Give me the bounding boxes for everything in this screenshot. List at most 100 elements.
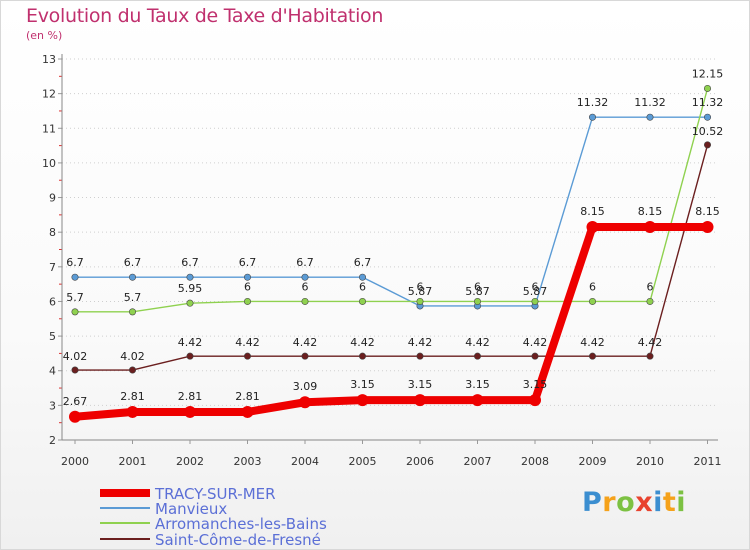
series-point-1 <box>358 273 366 281</box>
y-tick-label: 6 <box>49 295 56 308</box>
y-tick-label: 8 <box>49 226 56 239</box>
y-tick-label: 9 <box>49 192 56 205</box>
series-point-0 <box>701 220 714 233</box>
data-label: 3.15 <box>350 378 375 391</box>
data-label: 4.42 <box>523 336 548 349</box>
series-point-2 <box>646 297 654 305</box>
data-label: 8.15 <box>580 205 605 218</box>
grid-layer <box>62 58 718 441</box>
data-label: 6 <box>589 280 596 293</box>
axis-layer: 2 3 4 5 6 7 8 9 10 11 12 13 2000 2001 2002 2003 2004 2005… <box>42 53 722 468</box>
series-point-1 <box>244 273 252 281</box>
legend-label: Saint-Côme-de-Fresné <box>155 531 321 549</box>
data-label: 2.81 <box>120 390 145 403</box>
series-point-1 <box>129 273 137 281</box>
series-point-2 <box>129 308 137 316</box>
data-label-layer: 6.7 6.7 6.7 6.7 6.7 6.7 5.87 5.87 5.87 11.32 11.32… <box>63 67 724 407</box>
series-point-3 <box>358 352 366 360</box>
series-point-0 <box>471 394 484 407</box>
series-point-0 <box>529 394 541 407</box>
data-label: 11.32 <box>634 96 666 109</box>
series-point-3 <box>244 352 252 360</box>
data-label: 3.15 <box>408 378 433 391</box>
x-tick-label: 2006 <box>406 455 434 468</box>
data-label: 3.15 <box>523 378 548 391</box>
x-tick-label: 2005 <box>349 455 377 468</box>
series-layer <box>69 84 714 423</box>
x-tick-label: 2010 <box>636 455 664 468</box>
y-tick-label: 5 <box>49 330 56 343</box>
chart-title: Evolution du Taux de Taxe d'Habitation <box>26 5 384 27</box>
x-tick-label: 2001 <box>119 455 147 468</box>
series-point-0 <box>356 394 369 407</box>
data-label: 11.32 <box>577 96 609 109</box>
series-point-3 <box>71 366 79 374</box>
y-tick-label: 2 <box>49 434 56 447</box>
series-point-2 <box>358 297 366 305</box>
x-tick-label: 2009 <box>579 455 607 468</box>
data-label: 2.81 <box>178 390 203 403</box>
x-tick-label: 2003 <box>234 455 262 468</box>
data-label: 6.7 <box>66 256 84 269</box>
series-point-1 <box>71 273 79 281</box>
series-point-3 <box>129 366 137 374</box>
series-point-2 <box>244 297 252 305</box>
series-point-2 <box>416 297 424 305</box>
data-label: 8.15 <box>638 205 663 218</box>
series-point-2 <box>473 297 481 305</box>
data-label: 4.42 <box>350 336 375 349</box>
logo-letter: t <box>662 487 677 518</box>
data-label: 6 <box>244 280 251 293</box>
data-label: 6.7 <box>354 256 372 269</box>
data-label: 4.42 <box>178 336 203 349</box>
series-point-2 <box>71 308 79 316</box>
data-label: 3.15 <box>465 378 490 391</box>
x-tick-label: 2007 <box>464 455 492 468</box>
series-point-3 <box>301 352 309 360</box>
data-label: 5.87 <box>465 285 490 298</box>
data-label: 4.02 <box>120 350 145 363</box>
series-point-0 <box>299 396 311 409</box>
data-label: 6 <box>532 280 539 293</box>
series-point-2 <box>301 297 309 305</box>
series-point-1 <box>703 113 711 121</box>
logo-letter: r <box>602 487 617 518</box>
data-label: 5.95 <box>178 282 203 295</box>
data-label: 5.87 <box>523 285 548 298</box>
series-point-1 <box>646 113 654 121</box>
series-point-0 <box>414 394 426 407</box>
data-label: 6.7 <box>239 256 257 269</box>
data-label: 6.7 <box>124 256 142 269</box>
series-point-3 <box>473 352 481 360</box>
series-point-2 <box>703 84 711 92</box>
series-line-0 <box>71 222 712 421</box>
series-line-2 <box>74 87 709 313</box>
legend-label: Arromanches-les-Bains <box>155 515 327 533</box>
data-label: 8.15 <box>695 205 720 218</box>
proxiti-logo: Proxiti <box>582 487 686 518</box>
data-label: 3.09 <box>293 380 318 393</box>
data-label: 6.7 <box>296 256 314 269</box>
data-label: 4.42 <box>235 336 260 349</box>
series-point-0 <box>241 405 254 418</box>
data-label: 5.7 <box>124 291 142 304</box>
data-label: 2.81 <box>235 390 260 403</box>
legend-label: Manvieux <box>155 500 227 518</box>
data-label: 6 <box>359 280 366 293</box>
data-label: 4.02 <box>63 350 88 363</box>
series-point-0 <box>184 405 196 418</box>
logo-letter: x <box>635 487 654 518</box>
logo-letter: i <box>676 487 687 518</box>
legend: TRACY-SUR-MERManvieuxArromanches-les-Bai… <box>100 485 327 549</box>
series-point-0 <box>586 220 599 233</box>
data-label: 5.87 <box>408 285 433 298</box>
data-label: 2.67 <box>63 395 88 408</box>
series-point-0 <box>69 410 81 423</box>
logo-letter: o <box>616 487 636 518</box>
logo-letter: P <box>582 487 603 518</box>
x-tick-label: 2004 <box>291 455 319 468</box>
data-label: 4.42 <box>465 336 490 349</box>
series-point-3 <box>646 352 654 360</box>
data-label: 6 <box>647 280 654 293</box>
